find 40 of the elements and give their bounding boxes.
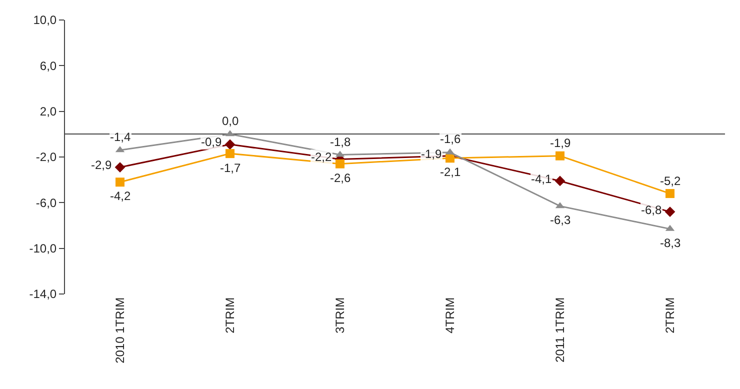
data-label: -0,9 [201,135,222,149]
data-label: -1,9 [421,147,442,161]
data-label: -1,4 [110,130,132,144]
data-label: -1,9 [550,136,572,150]
data-label: -1,7 [220,161,242,175]
data-label: -4,2 [110,189,132,203]
y-tick-label: 10,0 [33,13,57,28]
y-tick-label: -2,0 [36,150,57,164]
data-label: 0,0 [222,114,240,128]
data-label: -2,1 [440,165,462,179]
y-tick-label: -6,0 [36,196,57,210]
x-tick-label: 2TRIM [662,297,677,334]
point [226,149,234,158]
x-tick-label: 2011 1TRIM [552,297,567,363]
point [114,162,126,172]
point [554,176,566,186]
point [116,178,124,187]
y-tick-label: 6,0 [40,58,57,73]
y-tick-label: -14,0 [29,287,57,302]
point [336,159,344,168]
point [664,206,676,217]
data-label: -2,9 [91,158,112,172]
y-tick-label: 2,0 [40,104,57,119]
x-tick-label: 2010 1TRIM [112,297,127,364]
x-tick-label: 4TRIM [442,297,457,334]
x-tick-label: 3TRIM [332,297,347,334]
data-label: -2,2 [311,150,332,164]
data-label: -1,6 [440,132,462,146]
data-label: -2,6 [330,171,352,185]
y-tick-label: -10,0 [29,242,57,256]
point [666,189,674,198]
point [556,151,564,160]
data-label: -6,3 [550,213,572,227]
x-tick-label: 2TRIM [222,297,237,334]
data-label: -4,1 [531,172,552,186]
point [224,139,236,150]
data-label: -1,8 [330,135,352,149]
data-label: -6,8 [641,203,662,217]
data-label: -8,3 [660,236,682,250]
data-label: -5,2 [660,174,682,188]
